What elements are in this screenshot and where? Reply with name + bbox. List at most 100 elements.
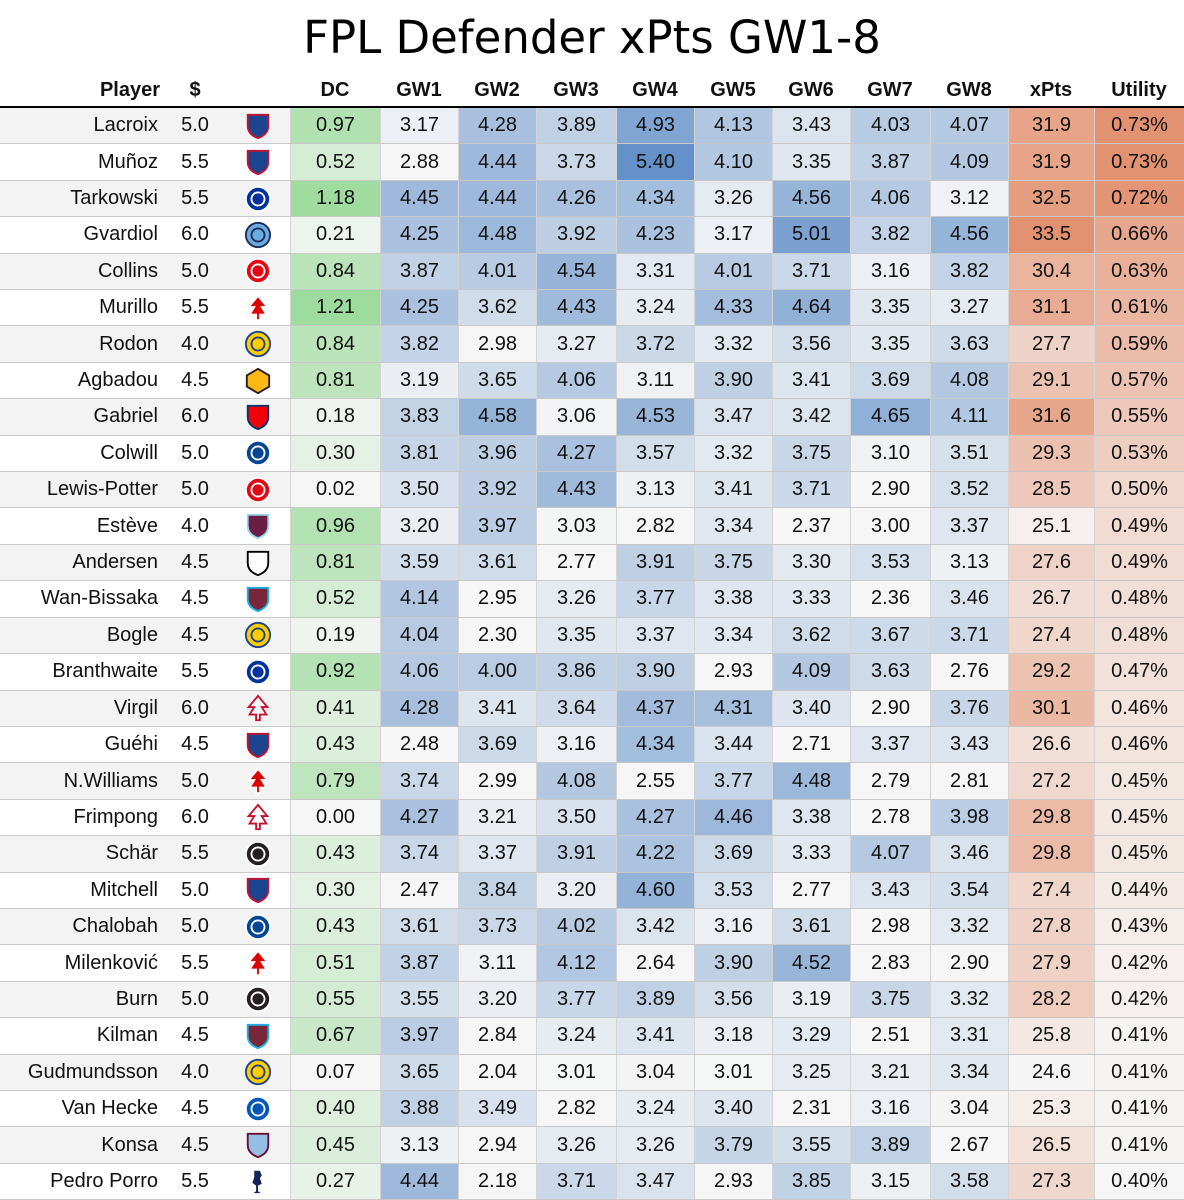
gw1-value: 3.61 <box>380 908 458 945</box>
gw1-value: 3.59 <box>380 544 458 581</box>
table-row[interactable]: Gudmundsson 4.0 0.07 3.65 2.04 3.01 3.04 3.01 3.… <box>0 1054 1184 1091</box>
burnley-crest-icon <box>238 508 278 543</box>
gw7-value: 3.16 <box>850 1090 930 1127</box>
header-utility[interactable]: Utility <box>1111 79 1167 101</box>
table-row[interactable]: Pedro Porro 5.5 0.27 4.44 2.18 3.71 3.47 2.93 3.… <box>0 1163 1184 1200</box>
header-xpts[interactable]: xPts <box>1029 79 1073 101</box>
row-background <box>0 1018 290 1054</box>
gw3-value: 3.92 <box>536 217 616 253</box>
table-row[interactable]: Van Hecke 4.5 0.40 3.88 3.49 2.82 3.24 3.40 2.31… <box>0 1090 1184 1128</box>
nottm-forest-crest-icon <box>238 763 278 798</box>
table-row[interactable]: Frimpong 6.0 0.00 4.27 3.21 3.50 4.27 4.46 3.38 2… <box>0 799 1184 837</box>
table-row[interactable]: Andersen 4.5 0.81 3.59 3.61 2.77 3.91 3.75 3.30 3… <box>0 544 1184 582</box>
table-row[interactable]: Colwill 5.0 0.30 3.81 3.96 4.27 3.57 3.32 3.75 3.… <box>0 435 1184 473</box>
gw8-value: 2.67 <box>930 1127 1008 1163</box>
table-row[interactable]: Kilman 4.5 0.67 3.97 2.84 3.24 3.41 3.18 3.29 2.5… <box>0 1018 1184 1055</box>
gw7-value: 3.00 <box>850 508 930 544</box>
player-name: Muñoz <box>97 150 158 173</box>
header-gw4[interactable]: GW4 <box>632 79 678 101</box>
gw6-value: 3.35 <box>772 144 850 180</box>
player-name: Rodon <box>99 332 158 355</box>
gw5-value: 4.46 <box>694 799 772 836</box>
table-row[interactable]: Tarkowski 5.5 1.18 4.45 4.44 4.26 4.34 3.26 4.56… <box>0 180 1184 218</box>
player-price: 5.5 <box>181 150 209 173</box>
gw5-value: 2.93 <box>694 1163 772 1200</box>
gw7-value: 2.90 <box>850 472 930 508</box>
player-price: 4.5 <box>181 369 209 392</box>
table-row[interactable]: Gabriel 6.0 0.18 3.83 4.58 3.06 4.53 3.47 3.42 4.… <box>0 399 1184 436</box>
gw7-value: 2.51 <box>850 1018 930 1054</box>
table-row[interactable]: Chalobah 5.0 0.43 3.61 3.73 4.02 3.42 3.16 3.61 2… <box>0 908 1184 946</box>
header-price[interactable]: $ <box>189 79 201 101</box>
header-gw3[interactable]: GW3 <box>553 79 599 101</box>
table-row[interactable]: Virgil 6.0 0.41 4.28 3.41 3.64 4.37 4.31 3.40 2.9… <box>0 690 1184 727</box>
header-gw7[interactable]: GW7 <box>867 79 913 101</box>
player-price: 5.5 <box>181 660 209 683</box>
utility-value: 0.45% <box>1094 799 1184 836</box>
player-name: Van Hecke <box>61 1097 158 1120</box>
table-row[interactable]: Lacroix 5.0 0.97 3.17 4.28 3.89 4.93 4.13 3.43 4.… <box>0 108 1184 145</box>
table-row[interactable]: Mitchell 5.0 0.30 2.47 3.84 3.20 4.60 3.53 2.77 3… <box>0 872 1184 909</box>
gw2-value: 3.65 <box>458 362 536 399</box>
crystal-palace-crest-icon <box>246 113 270 139</box>
header-gw6[interactable]: GW6 <box>788 79 834 101</box>
gw8-value: 3.71 <box>930 617 1008 654</box>
header-gw5[interactable]: GW5 <box>710 79 756 101</box>
gw7-value: 3.75 <box>850 981 930 1018</box>
gw7-value: 3.63 <box>850 654 930 690</box>
table-row[interactable]: Murillo 5.5 1.21 4.25 3.62 4.43 3.24 4.33 4.64 3.… <box>0 290 1184 327</box>
table-row[interactable]: Gvardiol 6.0 0.21 4.25 4.48 3.92 4.23 3.17 5.01 3… <box>0 217 1184 254</box>
header-player[interactable]: Player <box>99 79 161 101</box>
row-background <box>0 726 290 763</box>
gw2-value: 2.18 <box>458 1163 536 1200</box>
header-dc[interactable]: DC <box>320 79 350 101</box>
table-row[interactable]: Guéhi 4.5 0.43 2.48 3.69 3.16 4.34 3.44 2.71 3.37… <box>0 726 1184 764</box>
gw3-value: 4.06 <box>536 362 616 399</box>
player-price: 4.5 <box>181 733 209 756</box>
player-price: 5.0 <box>181 441 209 464</box>
table-row[interactable]: Konsa 4.5 0.45 3.13 2.94 3.26 3.26 3.79 3.55 3.89… <box>0 1127 1184 1164</box>
leeds-crest-icon <box>244 331 272 358</box>
header-gw8[interactable]: GW8 <box>946 79 992 101</box>
table-row[interactable]: Schär 5.5 0.43 3.74 3.37 3.91 4.22 3.69 3.33 4.07… <box>0 836 1184 873</box>
gw5-value: 3.79 <box>694 1127 772 1163</box>
dc-value: 0.67 <box>290 1018 380 1054</box>
gw1-value: 3.81 <box>380 435 458 472</box>
table-row[interactable]: Wan-Bissaka 4.5 0.52 4.14 2.95 3.26 3.77 3.38 3.… <box>0 581 1184 618</box>
gw4-value: 3.41 <box>616 1018 694 1054</box>
table-row[interactable]: N.Williams 5.0 0.79 3.74 2.99 4.08 2.55 3.77 4.4… <box>0 763 1184 800</box>
row-background <box>0 581 290 617</box>
gw6-value: 4.52 <box>772 945 850 981</box>
utility-value: 0.46% <box>1094 726 1184 763</box>
chelsea-crest-icon <box>244 440 272 467</box>
gw6-value: 3.40 <box>772 690 850 726</box>
table-row[interactable]: Branthwaite 5.5 0.92 4.06 4.00 3.86 3.90 2.93 4.… <box>0 654 1184 691</box>
brentford-crest-icon <box>244 258 272 285</box>
table-row[interactable]: Lewis-Potter 5.0 0.02 3.50 3.92 4.43 3.13 3.41 3… <box>0 472 1184 509</box>
player-price: 4.0 <box>181 332 209 355</box>
dc-value: 0.97 <box>290 108 380 144</box>
table-row[interactable]: Milenković 5.5 0.51 3.87 3.11 4.12 2.64 3.90 4.5… <box>0 945 1184 982</box>
gw7-value: 3.43 <box>850 872 930 908</box>
header-gw1[interactable]: GW1 <box>396 79 442 101</box>
xpts-value: 29.3 <box>1008 435 1094 472</box>
table-row[interactable]: Collins 5.0 0.84 3.87 4.01 4.54 3.31 4.01 3.71 3.… <box>0 253 1184 291</box>
gw2-value: 3.62 <box>458 290 536 326</box>
gw6-value: 3.61 <box>772 908 850 945</box>
player-price: 5.5 <box>181 842 209 865</box>
gw3-value: 3.89 <box>536 108 616 144</box>
gw5-value: 3.77 <box>694 763 772 799</box>
gw5-value: 3.32 <box>694 435 772 472</box>
table-row[interactable]: Burn 5.0 0.55 3.55 3.20 3.77 3.89 3.56 3.19 3.75 3… <box>0 981 1184 1019</box>
table-row[interactable]: Muñoz 5.5 0.52 2.88 4.44 3.73 5.40 4.10 3.35 3.87… <box>0 144 1184 181</box>
xpts-value: 27.4 <box>1008 872 1094 908</box>
gw2-value: 3.21 <box>458 799 536 836</box>
table-row[interactable]: Estève 4.0 0.96 3.20 3.97 3.03 2.82 3.34 2.37 3.0… <box>0 508 1184 545</box>
gw3-value: 4.12 <box>536 945 616 981</box>
gw3-value: 2.82 <box>536 1090 616 1127</box>
table-row[interactable]: Rodon 4.0 0.84 3.82 2.98 3.27 3.72 3.32 3.56 3.35… <box>0 326 1184 363</box>
table-row[interactable]: Bogle 4.5 0.19 4.04 2.30 3.35 3.37 3.34 3.62 3.67… <box>0 617 1184 655</box>
gw2-value: 2.99 <box>458 763 536 799</box>
table-row[interactable]: Agbadou 4.5 0.81 3.19 3.65 4.06 3.11 3.90 3.41 3.… <box>0 362 1184 400</box>
header-gw2[interactable]: GW2 <box>474 79 520 101</box>
